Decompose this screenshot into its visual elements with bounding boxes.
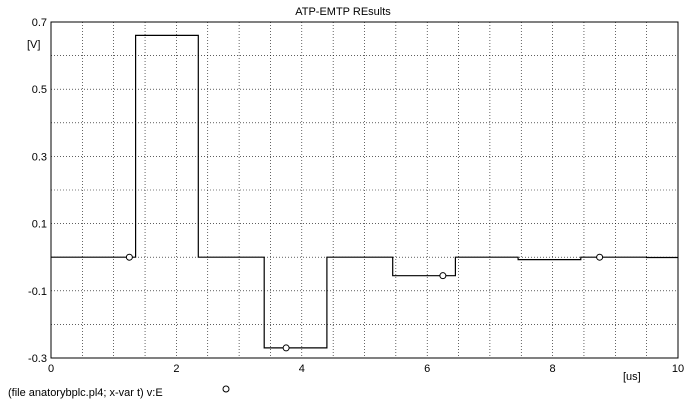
- y-tick-label: 0.3: [32, 151, 47, 163]
- x-tick-label: 6: [424, 363, 430, 375]
- x-tick-label: 0: [48, 363, 54, 375]
- y-tick-label: -0.3: [28, 353, 47, 365]
- y-tick-label: 0.7: [32, 17, 47, 29]
- x-axis-label: [us]: [623, 371, 641, 383]
- legend-marker: [222, 385, 230, 393]
- y-axis-ticks: 0.7 0.5 0.3 0.1 -0.1 -0.3: [28, 17, 47, 365]
- x-tick-label: 4: [299, 363, 305, 375]
- series-marker: [125, 253, 133, 261]
- series-group: [51, 34, 678, 352]
- x-axis-ticks: 0 2 4 6 8 10: [48, 363, 684, 375]
- series-line: [51, 34, 678, 349]
- footer-text: (file anatorybplc.pl4; x-var t) v:E: [8, 387, 163, 399]
- y-tick-label: 0.1: [32, 219, 47, 231]
- grid: [51, 22, 678, 358]
- y-tick-label: 0.5: [32, 84, 47, 96]
- series-marker: [439, 272, 447, 280]
- series-marker: [596, 253, 604, 261]
- y-axis-label: [V]: [27, 39, 40, 51]
- chart-title: ATP-EMTP REsults: [295, 6, 391, 18]
- series-marker: [282, 344, 290, 352]
- y-tick-label: -0.1: [28, 286, 47, 298]
- x-tick-label: 10: [672, 363, 684, 375]
- x-tick-label: 2: [173, 363, 179, 375]
- x-tick-label: 8: [550, 363, 556, 375]
